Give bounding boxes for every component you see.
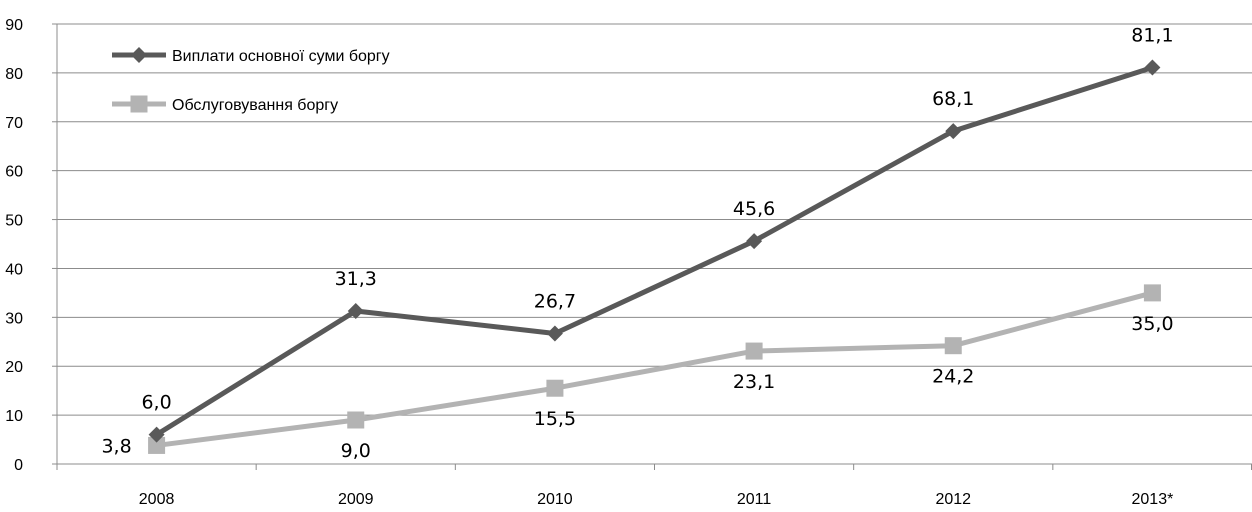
legend-label: Обслуговування боргу bbox=[172, 97, 338, 114]
gridlines bbox=[57, 23, 1252, 416]
data-point bbox=[148, 436, 166, 454]
data-point bbox=[945, 123, 962, 140]
x-tick-label: 2012 bbox=[935, 491, 971, 508]
y-tick-label: 10 bbox=[5, 408, 23, 425]
data-point bbox=[546, 325, 563, 342]
data-point bbox=[148, 426, 165, 443]
series-line bbox=[155, 65, 1154, 437]
y-tick-label: 20 bbox=[5, 359, 23, 376]
data-label: 45,6 bbox=[733, 198, 775, 220]
data-label: 35,0 bbox=[1131, 313, 1173, 335]
data-point bbox=[347, 411, 365, 429]
data-label: 9,0 bbox=[341, 440, 371, 462]
y-tick-label: 50 bbox=[5, 213, 23, 230]
data-label: 24,2 bbox=[932, 366, 974, 388]
data-labels: 6,0 31,3 26,7 45,6 68,1 81,1 3,8 9,0 15,5 23,1 24,… bbox=[101, 25, 1173, 462]
data-label: 15,5 bbox=[534, 408, 576, 430]
y-tick-label: 60 bbox=[5, 164, 23, 181]
data-label: 26,7 bbox=[534, 290, 576, 312]
y-tick-label: 30 bbox=[5, 310, 23, 327]
y-tick-label: 40 bbox=[5, 261, 23, 278]
data-point bbox=[745, 342, 763, 360]
y-tick-label: 0 bbox=[14, 457, 23, 474]
data-label: 31,3 bbox=[335, 268, 377, 290]
series-lines bbox=[148, 59, 1161, 454]
x-tick-label: 2011 bbox=[737, 491, 772, 508]
data-label: 3,8 bbox=[101, 435, 131, 457]
x-tick-label: 2009 bbox=[338, 491, 374, 508]
x-tick-label: 2008 bbox=[139, 491, 175, 508]
data-label: 81,1 bbox=[1131, 25, 1173, 47]
data-point bbox=[546, 379, 564, 397]
axes: 0 10 20 30 40 50 60 70 80 90 2008 2009 2010 2011 2012 2… bbox=[5, 17, 1252, 508]
data-point bbox=[746, 233, 763, 250]
x-tick-label: 2013* bbox=[1132, 491, 1174, 508]
data-label: 6,0 bbox=[141, 392, 171, 414]
data-label: 23,1 bbox=[733, 371, 775, 393]
data-label: 68,1 bbox=[932, 88, 974, 110]
legend: Виплати основної суми боргу Обслуговуванн… bbox=[112, 47, 390, 114]
legend-marker bbox=[130, 95, 148, 113]
legend-marker bbox=[131, 47, 147, 63]
x-tick-label: 2010 bbox=[537, 491, 573, 508]
series-line bbox=[156, 290, 1154, 448]
y-tick-label: 90 bbox=[5, 17, 23, 34]
legend-label: Виплати основної суми боргу bbox=[172, 48, 390, 65]
data-point bbox=[944, 337, 962, 355]
data-point bbox=[1144, 59, 1161, 76]
data-point bbox=[347, 302, 364, 319]
data-point bbox=[1143, 284, 1161, 302]
y-tick-label: 80 bbox=[5, 66, 23, 83]
y-tick-label: 70 bbox=[5, 115, 23, 132]
